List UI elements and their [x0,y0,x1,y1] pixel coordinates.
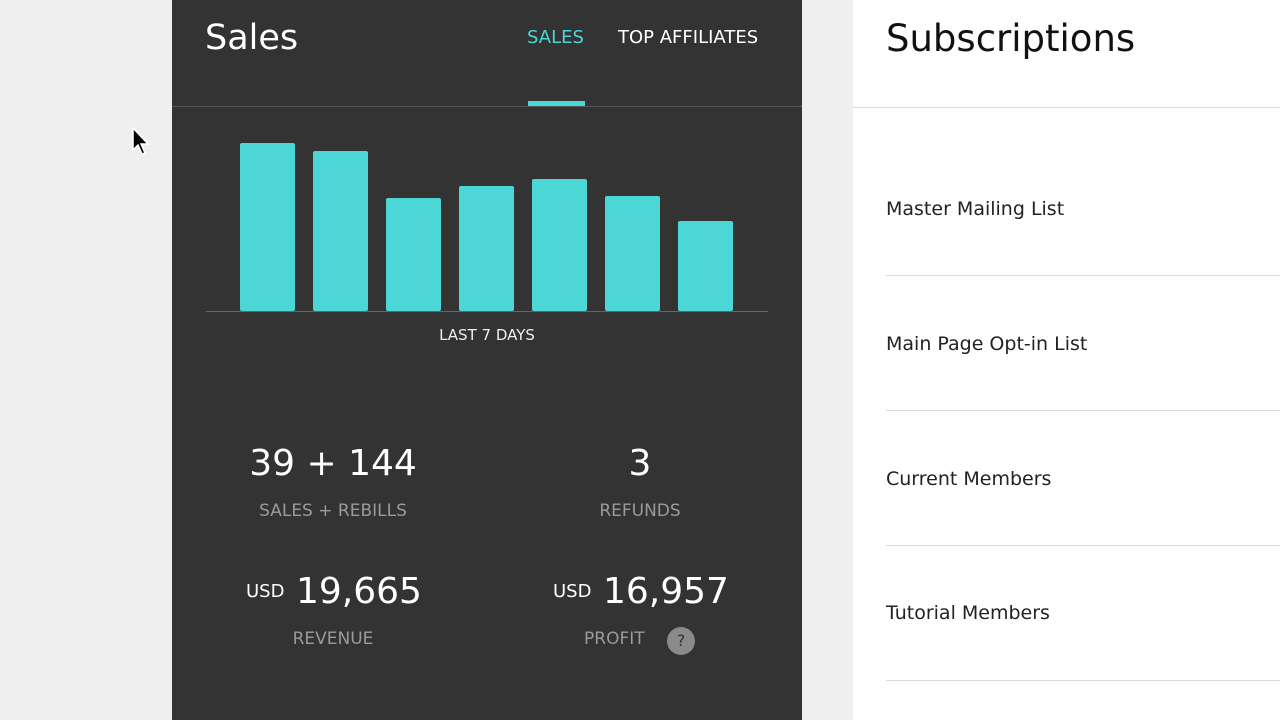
bar [313,151,368,311]
list-item[interactable]: Tutorial Members [886,602,1050,624]
divider [886,545,1280,546]
divider [172,106,802,107]
currency: USD [246,581,285,602]
tab[interactable]: SALES [527,27,584,48]
subscriptions-panel [853,0,1280,720]
stat-label: REVENUE [292,629,374,649]
stat-label: SALES + REBILLS [259,501,407,521]
list-item[interactable]: Master Mailing List [886,198,1065,220]
cursor [132,126,150,155]
bar [678,221,733,311]
list-item[interactable]: Main Page Opt-in List [886,333,1088,355]
stat-label: REFUNDS [599,501,681,521]
stat-value: 16,957 [603,571,729,612]
panel-title: Sales [205,18,299,58]
sales-panel [172,0,802,720]
x-axis-label: LAST 7 DAYS [439,326,535,344]
list-item[interactable]: Current Members [886,468,1052,490]
tab-indicator [528,101,585,106]
help-icon[interactable]: ? [667,627,695,655]
bar [386,198,441,311]
stat-value: 19,665 [296,571,422,612]
chart [206,143,768,312]
bar [605,196,660,311]
panel-title: Subscriptions [886,17,1136,60]
bar [532,179,587,311]
tab[interactable]: TOP AFFILIATES [618,27,759,48]
stat-label: PROFIT [584,629,645,649]
stat-value: 39 + 144 [249,443,417,484]
divider [886,275,1280,276]
divider [886,680,1280,681]
divider [853,107,1280,108]
stat-value: 3 [628,443,652,484]
bar [459,186,514,311]
currency: USD [553,581,592,602]
divider [886,410,1280,411]
bar [240,143,295,311]
